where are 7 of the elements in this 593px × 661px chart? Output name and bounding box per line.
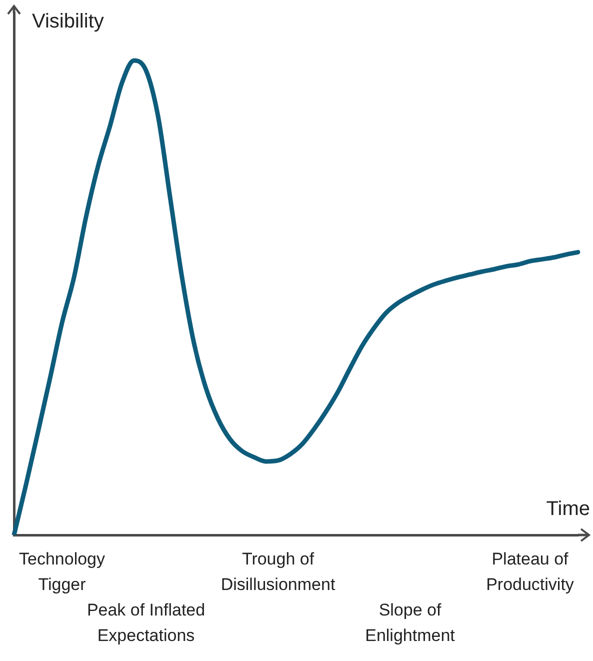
x-axis-title: Time — [546, 498, 590, 520]
x-tick-label: Trough of Disillusionment — [220, 549, 336, 594]
x-tick-label: Technology Tigger — [18, 549, 106, 594]
x-tick-label: Slope of Enlightment — [365, 600, 456, 645]
x-tick-label: Peak of Inflated Expectations — [86, 600, 206, 645]
x-tick-label: Plateau of Productivity — [486, 549, 574, 594]
y-axis-title: Visibility — [32, 10, 104, 33]
